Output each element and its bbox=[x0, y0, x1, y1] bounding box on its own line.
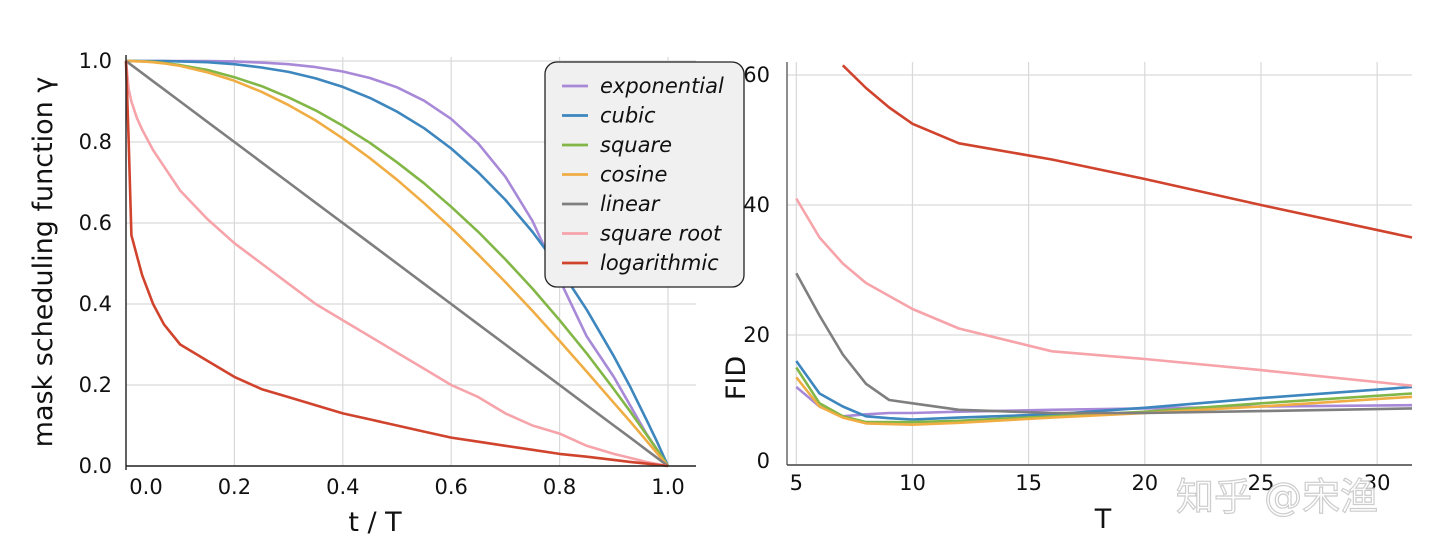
schedule-y-tick-label: 0.0 bbox=[79, 454, 112, 478]
legend-items: exponential cubic square cosine linear square… bbox=[562, 74, 724, 275]
schedule-axes bbox=[125, 55, 696, 470]
fid-y-axis-label: FID bbox=[721, 356, 752, 400]
fid-y-tick-label: 60 bbox=[743, 63, 770, 87]
schedule-x-tick-label: 0.6 bbox=[434, 475, 467, 499]
fid-series-line-linear bbox=[795, 272, 1413, 415]
schedule-y-axis-label: mask scheduling function γ bbox=[28, 77, 59, 448]
legend-label-cubic: cubic bbox=[600, 104, 656, 128]
schedule-series-line-cosine bbox=[126, 59, 669, 467]
fid-chart: 5 10 15 20 25 30 0 20 40 60 T FID bbox=[721, 62, 1413, 535]
schedule-y-tick-label: 0.6 bbox=[79, 211, 112, 235]
fid-x-axis-label: T bbox=[1094, 504, 1112, 535]
schedule-x-tick-label: 0.0 bbox=[129, 475, 162, 499]
fid-y-tick-label: 40 bbox=[743, 193, 770, 217]
watermark-text: 知乎 @宋渔 bbox=[1176, 475, 1378, 519]
fid-axes bbox=[786, 62, 1412, 466]
fid-x-tick-label: 10 bbox=[899, 471, 926, 495]
fid-x-tick-label: 25 bbox=[1248, 471, 1275, 495]
fid-series-line-cubic bbox=[795, 360, 1413, 421]
fid-y-tick-label: 20 bbox=[743, 323, 770, 347]
legend-label-linear: linear bbox=[600, 192, 661, 216]
schedule-series-line-logarithmic bbox=[124, 60, 669, 468]
fid-grid bbox=[787, 62, 1412, 466]
schedule-y-tick-label: 1.0 bbox=[79, 49, 112, 73]
fid-x-tick-label: 15 bbox=[1015, 471, 1042, 495]
legend-label-exponential: exponential bbox=[600, 74, 724, 98]
legend: exponential cubic square cosine linear square… bbox=[544, 61, 745, 288]
fid-y-tick-label: 0 bbox=[757, 449, 770, 473]
schedule-y-tick-label: 0.2 bbox=[79, 373, 112, 397]
schedule-x-tick-label: 0.8 bbox=[543, 475, 576, 499]
schedule-series-line-square-root bbox=[124, 60, 669, 468]
schedule-series-group bbox=[124, 59, 670, 468]
schedule-x-tick-label: 0.2 bbox=[218, 475, 251, 499]
fid-x-tick-label: 20 bbox=[1131, 471, 1158, 495]
schedule-tick-labels: 0.0 0.2 0.4 0.6 0.8 1.0 0.0 0.2 0.4 0.6 0.8 1.0 bbox=[79, 49, 685, 499]
legend-label-cosine: cosine bbox=[600, 163, 667, 187]
schedule-chart: 0.0 0.2 0.4 0.6 0.8 1.0 0.0 0.2 0.4 0.6 0.8 1.0 t /… bbox=[28, 49, 745, 538]
fid-x-tick-label: 30 bbox=[1364, 471, 1391, 495]
fid-tick-labels: 5 10 15 20 25 30 0 20 40 60 bbox=[743, 63, 1390, 495]
schedule-x-tick-label: 1.0 bbox=[651, 475, 684, 499]
fid-series-line-square-root bbox=[795, 197, 1413, 387]
fid-series-line-cosine bbox=[795, 376, 1413, 426]
legend-box bbox=[544, 61, 745, 288]
schedule-y-tick-label: 0.4 bbox=[79, 292, 112, 316]
schedule-x-tick-label: 0.4 bbox=[326, 475, 359, 499]
fid-series-line-logarithmic bbox=[841, 64, 1413, 239]
fid-series-line-square bbox=[795, 366, 1413, 424]
legend-label-square-root: square root bbox=[600, 222, 722, 246]
legend-label-logarithmic: logarithmic bbox=[600, 251, 719, 275]
schedule-y-tick-label: 0.8 bbox=[79, 130, 112, 154]
fid-x-tick-label: 5 bbox=[790, 471, 803, 495]
schedule-series-line-linear bbox=[125, 59, 669, 468]
schedule-x-axis-label: t / T bbox=[348, 507, 402, 538]
fid-series-group bbox=[795, 64, 1413, 426]
legend-label-square: square bbox=[600, 133, 672, 157]
